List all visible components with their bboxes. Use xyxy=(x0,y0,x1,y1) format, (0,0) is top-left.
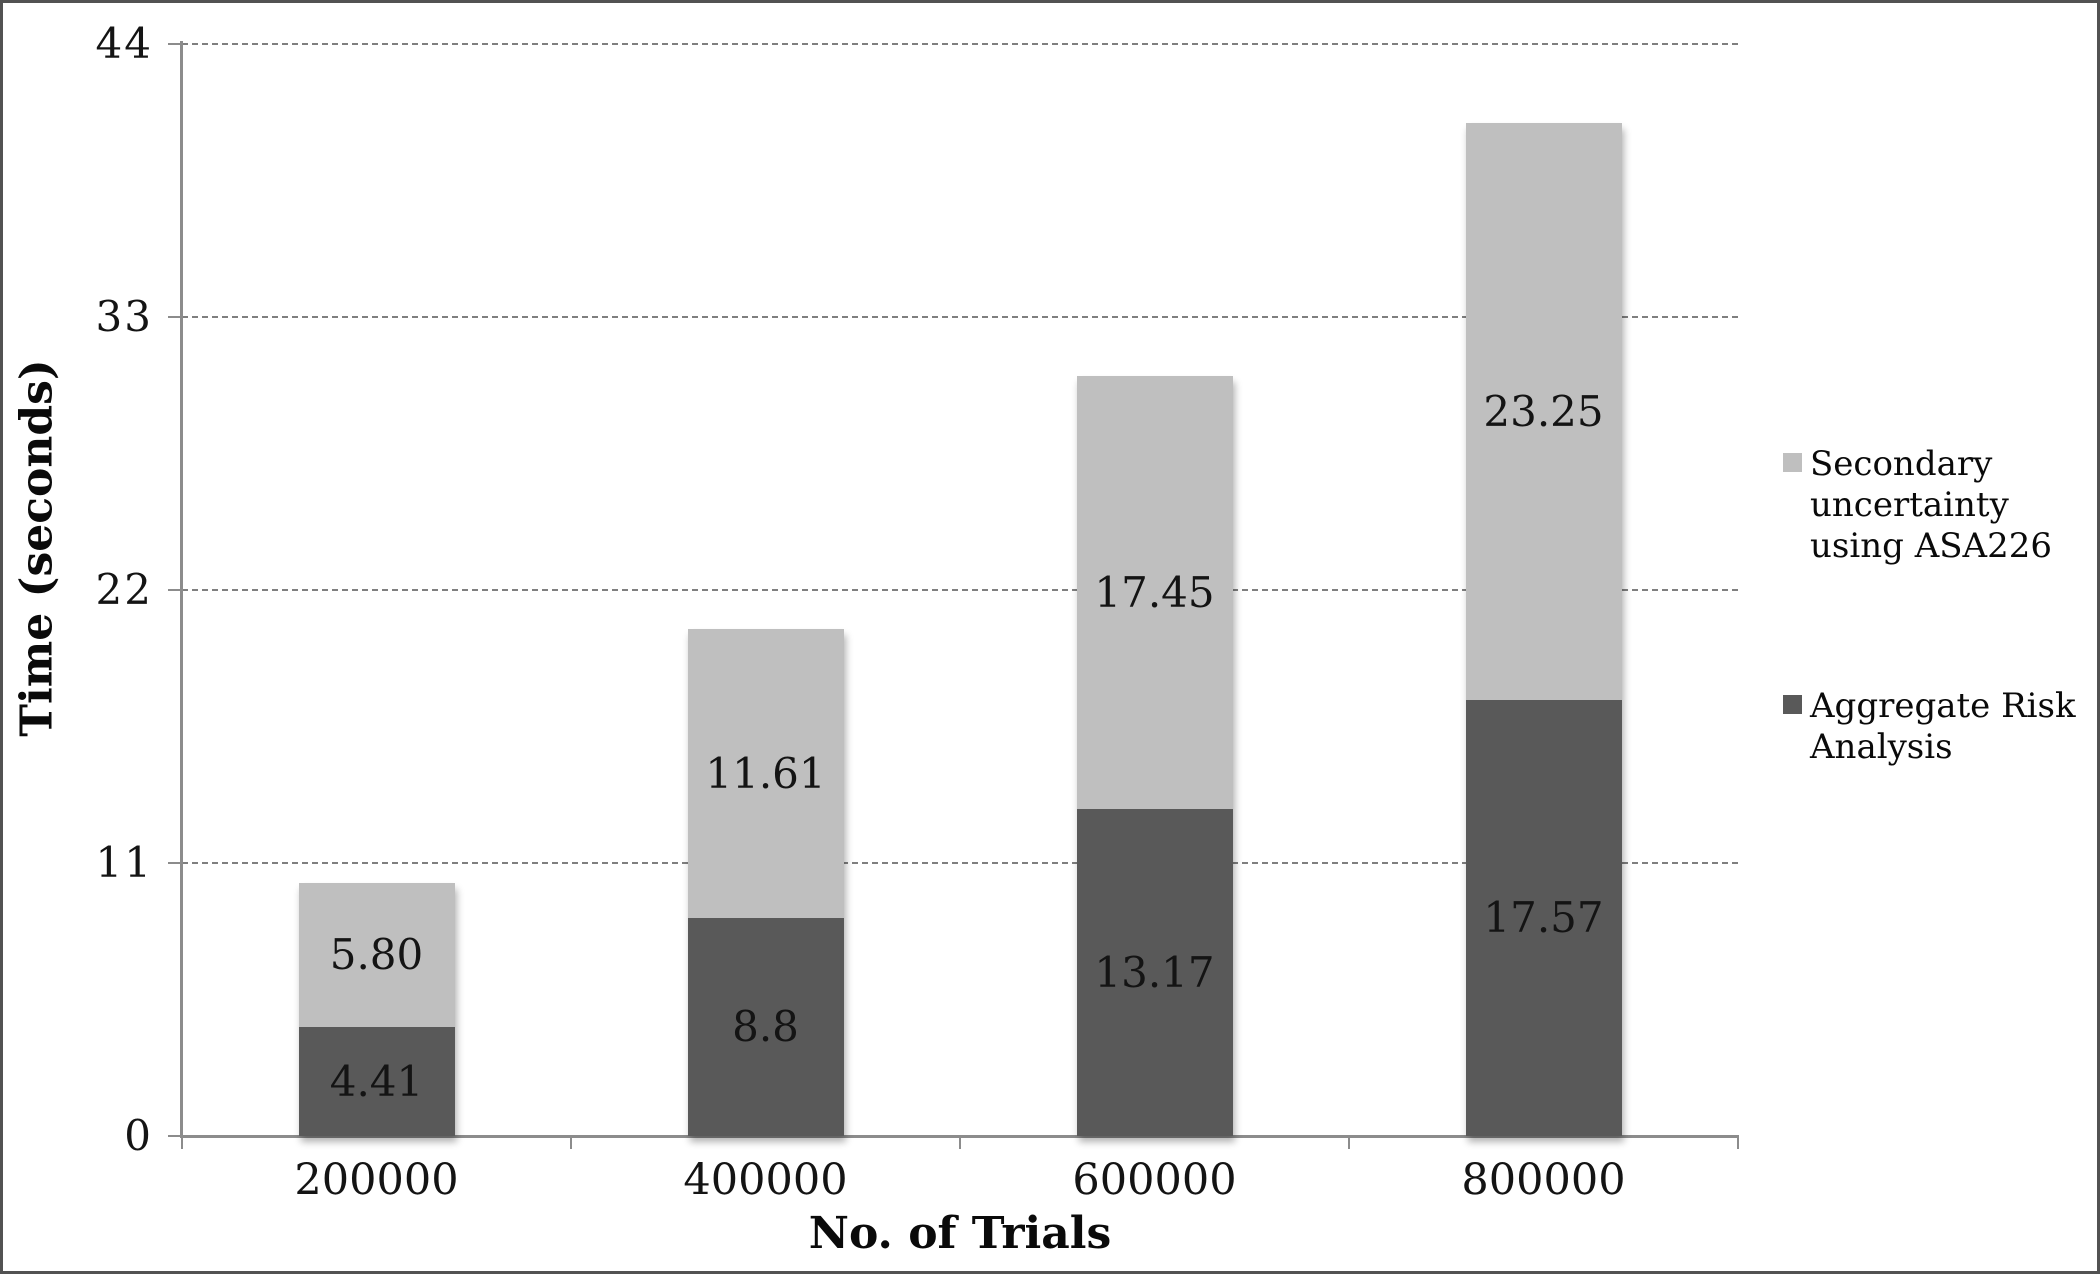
legend-swatch xyxy=(1783,695,1802,714)
y-tick xyxy=(168,43,182,45)
gridline xyxy=(182,43,1738,45)
x-tick-label: 200000 xyxy=(294,1155,459,1205)
x-tick-label: 600000 xyxy=(1072,1155,1237,1205)
x-tick-label: 400000 xyxy=(683,1155,848,1205)
x-tick xyxy=(181,1136,183,1149)
legend-swatch xyxy=(1783,453,1802,472)
gridline xyxy=(182,862,1738,864)
bar-segment-aggregate-risk: 8.8 xyxy=(687,917,844,1136)
y-tick-label: 33 xyxy=(95,292,153,341)
bar-value-label: 13.17 xyxy=(1094,948,1215,998)
y-tick-label: 11 xyxy=(95,838,153,887)
bar-stack: 5.80 4.41 xyxy=(298,882,455,1136)
y-axis-title: Time (seconds) xyxy=(11,359,63,737)
gridline xyxy=(182,589,1738,591)
bar-value-label: 23.25 xyxy=(1483,386,1604,436)
y-tick xyxy=(168,589,182,591)
x-tick xyxy=(570,1136,572,1149)
legend-label: Aggregate Risk Analysis xyxy=(1810,686,2076,767)
y-tick-label: 0 xyxy=(124,1111,153,1160)
bar-segment-secondary-uncertainty: 17.45 xyxy=(1076,376,1233,810)
y-tick xyxy=(168,862,182,864)
y-tick-label: 22 xyxy=(95,565,153,614)
legend-item: Aggregate Risk Analysis xyxy=(1783,686,2076,768)
bar-segment-aggregate-risk: 13.17 xyxy=(1076,809,1233,1136)
bar-stack: 23.25 17.57 xyxy=(1465,122,1622,1136)
bar-segment-secondary-uncertainty: 11.61 xyxy=(687,629,844,918)
bar-segment-secondary-uncertainty: 23.25 xyxy=(1465,122,1622,700)
bar-value-label: 4.41 xyxy=(329,1056,424,1106)
y-axis-line xyxy=(180,41,183,1138)
x-tick-label: 800000 xyxy=(1461,1155,1626,1205)
bar-segment-aggregate-risk: 17.57 xyxy=(1465,699,1622,1136)
gridline xyxy=(182,316,1738,318)
x-axis-title: No. of Trials xyxy=(808,1208,1112,1259)
y-tick xyxy=(168,1135,182,1137)
x-tick xyxy=(1348,1136,1350,1149)
legend-label: Secondary uncertainty using ASA226 xyxy=(1810,444,2052,566)
legend-item: Secondary uncertainty using ASA226 xyxy=(1783,444,2052,567)
bar-value-label: 8.8 xyxy=(732,1002,799,1052)
x-tick xyxy=(959,1136,961,1149)
bar-segment-aggregate-risk: 4.41 xyxy=(298,1026,455,1136)
bar-stack: 17.45 13.17 xyxy=(1076,376,1233,1136)
bar-value-label: 11.61 xyxy=(705,749,826,799)
bar-value-label: 5.80 xyxy=(329,930,424,980)
bar-stack: 11.61 8.8 xyxy=(687,629,844,1136)
y-tick xyxy=(168,316,182,318)
bar-value-label: 17.57 xyxy=(1483,893,1604,943)
x-tick xyxy=(1737,1136,1739,1149)
bar-value-label: 17.45 xyxy=(1094,568,1215,618)
x-axis-line xyxy=(180,1135,1739,1138)
y-tick-label: 44 xyxy=(95,19,153,68)
bar-segment-secondary-uncertainty: 5.80 xyxy=(298,882,455,1027)
